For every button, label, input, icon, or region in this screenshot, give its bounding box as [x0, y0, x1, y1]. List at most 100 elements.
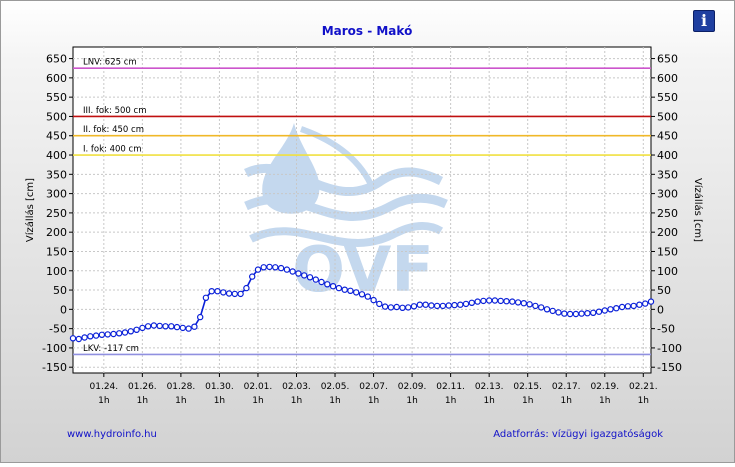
data-point	[277, 264, 285, 272]
info-icon[interactable]: i	[693, 10, 715, 32]
data-point	[324, 281, 331, 288]
reference-line-label: I. fok: 400 cm	[83, 145, 141, 155]
data-point	[457, 301, 464, 308]
data-point	[486, 297, 493, 304]
data-point	[555, 309, 562, 316]
data-point	[376, 300, 383, 308]
x-tick-label-time: 1h	[291, 396, 302, 406]
y-axis-label-left: Vízállás [cm]	[24, 178, 36, 242]
data-point	[248, 273, 256, 280]
data-point	[561, 310, 568, 317]
data-point	[497, 297, 504, 305]
data-point	[283, 266, 291, 273]
data-point	[156, 322, 163, 330]
data-point	[451, 301, 458, 309]
data-point	[214, 288, 221, 295]
y-tick-label-left: -100	[42, 342, 67, 355]
data-point	[168, 323, 175, 330]
x-tick-label-time: 1h	[175, 396, 186, 406]
data-point	[104, 331, 111, 338]
data-point	[520, 300, 528, 307]
data-point	[81, 334, 88, 341]
data-point	[399, 304, 406, 311]
data-point	[92, 332, 100, 339]
y-tick-label-right: 200	[657, 226, 678, 239]
x-tick-label-time: 1h	[406, 396, 417, 406]
data-point	[98, 331, 106, 338]
data-point	[196, 313, 204, 321]
data-point	[595, 308, 603, 315]
data-point	[115, 330, 123, 337]
y-tick-label-left: 450	[46, 130, 67, 143]
data-point	[474, 298, 481, 305]
x-tick-label-time: 1h	[483, 396, 494, 406]
data-point	[410, 303, 418, 310]
x-tick-label-time: 1h	[638, 396, 649, 406]
y-tick-label-right: 450	[657, 130, 678, 143]
x-tick-label-date: 02.15.	[513, 382, 542, 392]
x-tick-label-time: 1h	[329, 396, 340, 406]
x-tick-label-time: 1h	[599, 396, 610, 406]
data-point	[647, 298, 655, 305]
data-point	[566, 310, 574, 318]
y-tick-label-left: -150	[42, 361, 67, 374]
y-tick-label-right: 600	[657, 72, 678, 85]
data-point	[254, 266, 262, 273]
data-point	[503, 298, 510, 305]
x-tick-label-date: 02.05.	[321, 382, 350, 392]
data-point	[301, 272, 308, 279]
data-point	[433, 302, 441, 310]
data-point	[191, 323, 198, 330]
data-point	[584, 310, 591, 317]
reference-line-label: II. fok: 450 cm	[83, 125, 144, 135]
data-point	[480, 297, 487, 305]
x-tick-label-date: 02.11.	[436, 382, 465, 392]
x-tick-label-date: 02.13.	[475, 382, 504, 392]
y-tick-label-left: 250	[46, 207, 67, 220]
data-point	[75, 335, 83, 343]
y-tick-label-left: 350	[46, 168, 67, 181]
y-axis-ticks: -150 -150 -100 -100 -50 -50 0 0 50 50 100 100 150 150…	[42, 53, 682, 375]
data-point	[630, 302, 637, 310]
data-point	[127, 328, 135, 335]
y-tick-label-left: 400	[46, 149, 67, 162]
y-tick-label-right: -150	[657, 361, 682, 374]
data-point	[185, 325, 192, 332]
data-point	[237, 290, 244, 298]
y-tick-label-left: 600	[46, 72, 67, 85]
data-point	[295, 270, 302, 277]
reference-line-label: III. fok: 500 cm	[83, 106, 146, 116]
data-point	[225, 290, 233, 297]
x-tick-label-time: 1h	[522, 396, 533, 406]
data-point	[393, 303, 400, 311]
y-tick-label-right: 150	[657, 245, 678, 258]
y-tick-label-right: 400	[657, 149, 678, 162]
data-point	[526, 301, 533, 308]
data-point	[353, 289, 360, 296]
data-point	[381, 303, 389, 310]
y-tick-label-right: 300	[657, 188, 678, 201]
data-point	[173, 323, 181, 331]
y-tick-label-left: 550	[46, 91, 67, 104]
data-point	[133, 326, 140, 333]
data-point	[150, 322, 158, 329]
y-tick-label-left: 0	[60, 303, 67, 316]
x-tick-label-time: 1h	[368, 396, 379, 406]
data-point	[538, 304, 545, 311]
data-point	[491, 297, 499, 304]
y-tick-label-left: 150	[46, 245, 67, 258]
data-point	[468, 299, 475, 306]
data-point	[416, 301, 423, 308]
hydroinfo-link[interactable]: www.hydroinfo.hu	[67, 429, 157, 440]
data-point	[624, 303, 632, 310]
y-tick-label-left: 300	[46, 188, 67, 201]
data-point	[613, 305, 620, 312]
y-axis-label-right: Vízállás [cm]	[692, 178, 704, 242]
data-point	[590, 309, 597, 316]
data-point	[208, 288, 215, 295]
data-point	[69, 335, 77, 342]
data-point	[405, 304, 412, 311]
data-point	[341, 286, 348, 293]
data-point	[439, 302, 447, 310]
